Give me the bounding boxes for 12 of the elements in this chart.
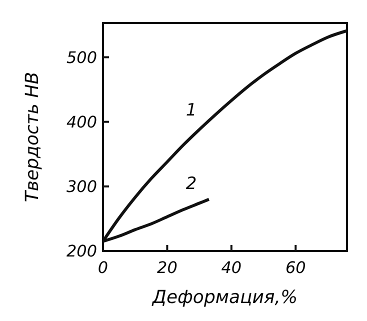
x-tick-label: 40: [221, 258, 242, 277]
y-tick-label: 300: [66, 177, 97, 196]
series-label: 2: [186, 174, 197, 194]
series-label: 1: [186, 100, 197, 121]
x-tick-label: 0: [98, 258, 108, 277]
y-tick-label: 500: [66, 48, 97, 67]
x-tick-label: 20: [157, 258, 178, 277]
y-tick-label: 400: [66, 112, 97, 132]
y-axis-title: Твердость НВ: [22, 72, 43, 202]
x-axis-title: Деформация,%: [151, 287, 298, 308]
x-tick-label: 60: [285, 258, 306, 277]
y-tick-label: 200: [66, 242, 97, 261]
